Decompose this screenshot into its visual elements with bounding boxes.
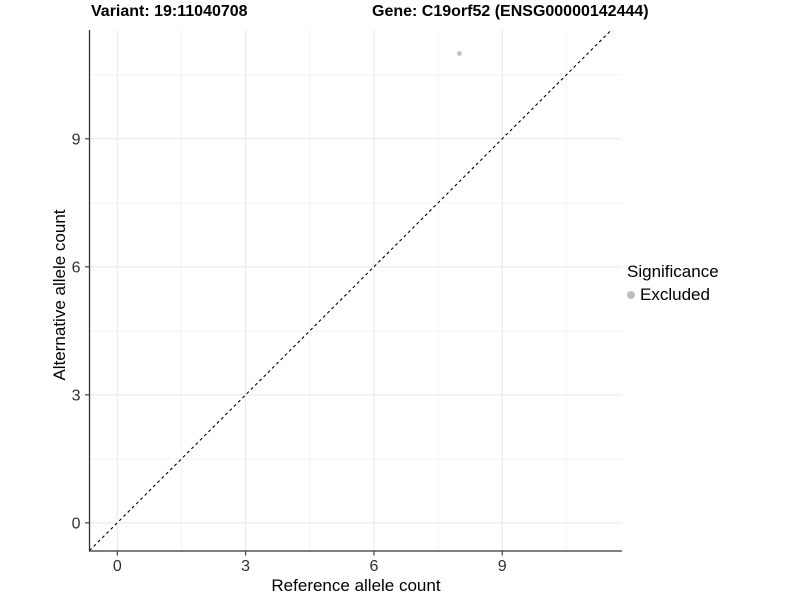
data-point (457, 51, 462, 56)
x-tick-label: 0 (113, 558, 122, 575)
x-tick-label: 9 (498, 558, 507, 575)
legend: Significance Excluded (627, 262, 719, 305)
legend-item-label: Excluded (640, 285, 710, 304)
plot-title-variant: Variant: 19:11040708 (91, 3, 248, 20)
legend-point-icon (627, 291, 635, 299)
legend-item-excluded: Excluded (627, 285, 719, 305)
legend-title: Significance (627, 262, 719, 281)
y-tick-label: 0 (72, 515, 81, 532)
x-axis-title: Reference allele count (271, 576, 441, 595)
y-tick-label: 3 (72, 387, 81, 404)
y-axis-title: Alternative allele count (50, 209, 69, 381)
identity-line (89, 29, 612, 551)
y-tick-label: 6 (72, 259, 81, 276)
plot-title-gene: Gene: C19orf52 (ENSG00000142444) (372, 3, 649, 20)
y-tick-label: 9 (72, 131, 81, 148)
x-tick-label: 3 (241, 558, 250, 575)
x-tick-label: 6 (369, 558, 378, 575)
